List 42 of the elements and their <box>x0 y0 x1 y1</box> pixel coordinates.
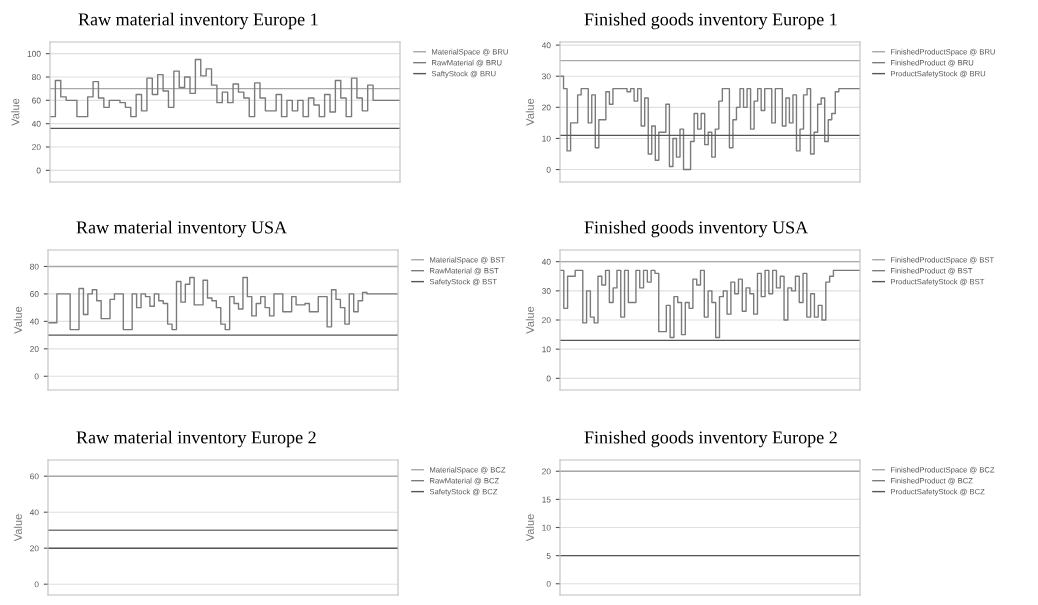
y-tick-label: 30 <box>542 73 551 80</box>
chart-title: Raw material inventory Europe 1 <box>78 12 318 30</box>
y-tick-label: 0 <box>36 167 41 174</box>
y-tick-label: 100 <box>27 50 41 57</box>
chart-title: Raw material inventory USA <box>76 220 287 238</box>
y-tick-label: 40 <box>541 42 551 49</box>
y-axis-title: Value <box>525 98 534 126</box>
y-tick-label: 20 <box>542 317 551 324</box>
y-axis-title: Value <box>525 514 534 542</box>
y-tick-label: 40 <box>541 258 551 265</box>
chart-title: Finished goods inventory Europe 1 <box>584 12 837 30</box>
y-tick-label: 60 <box>30 473 39 480</box>
y-tick-label: 40 <box>29 509 39 516</box>
y-tick-label: 60 <box>32 97 41 104</box>
chart-title: Finished goods inventory USA <box>584 220 809 238</box>
y-tick-label: 10 <box>542 135 551 142</box>
chart-title: Raw material inventory Europe 2 <box>76 430 316 448</box>
y-tick-label: 0 <box>34 373 39 380</box>
y-tick-label: 30 <box>542 288 551 294</box>
y-tick-label: 80 <box>30 263 39 270</box>
y-tick-label: 20 <box>30 545 39 552</box>
y-tick-label: 60 <box>30 291 39 298</box>
y-axis-title: Value <box>11 98 20 126</box>
y-axis-title: Value <box>13 514 22 542</box>
y-tick-label: 20 <box>32 144 41 151</box>
y-tick-label: 40 <box>29 318 39 325</box>
y-tick-label: 20 <box>30 346 39 352</box>
y-tick-label: 40 <box>31 120 41 127</box>
y-tick-label: 20 <box>542 468 551 475</box>
y-tick-label: 15 <box>542 496 551 503</box>
y-tick-label: 5 <box>546 552 551 559</box>
y-tick-label: 0 <box>546 580 551 587</box>
y-axis-title: Value <box>13 306 22 334</box>
y-tick-label: 0 <box>34 581 39 588</box>
chart-title: Finished goods inventory Europe 2 <box>584 430 837 448</box>
y-tick-label: 20 <box>542 104 551 111</box>
y-tick-label: 80 <box>32 74 41 81</box>
y-tick-label: 10 <box>542 346 551 353</box>
y-tick-label: 0 <box>546 375 551 382</box>
y-tick-label: 10 <box>542 524 551 531</box>
y-axis-title: Value <box>525 306 534 334</box>
y-tick-label: 0 <box>546 166 551 173</box>
